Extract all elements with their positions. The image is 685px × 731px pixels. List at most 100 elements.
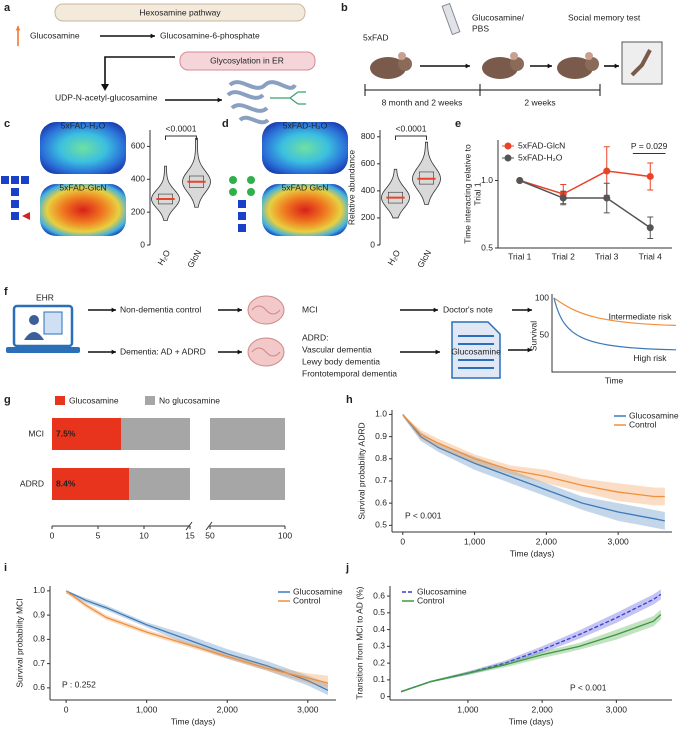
panel-letter: f [4,286,8,298]
glycan-circle [247,176,255,184]
user-head [29,315,39,325]
point [603,194,611,202]
x-tick-label: 0 [50,530,55,540]
y-axis-label: Survival probability MCI [14,598,24,687]
line [402,414,665,522]
glycan-square [11,176,19,184]
confidence-band [402,414,665,530]
metabolite: Glucosamine [30,30,80,40]
panel-letter: a [4,2,11,14]
x-axis-label: Time (days) [171,716,216,726]
arrow-head [111,307,116,313]
point [516,177,524,184]
image-label: 5xFAD-H₂O [283,120,328,130]
line [519,179,651,229]
point [559,194,567,202]
y-tick-label: 0.9 [33,609,45,619]
y-axis-label: Trial 1 [472,182,482,206]
x-tick-label: 0 [400,536,405,546]
p-value: P < 0.001 [405,510,442,520]
arrow-head [111,349,116,355]
y-tick-label: 0 [380,691,385,701]
legend-label: 5xFAD-GlcN [518,140,565,150]
y-tick-label: 400 [361,185,375,195]
legend-label: Control [629,419,657,429]
mouse-ear [510,52,518,60]
y-tick-label: 0 [370,239,375,249]
mouse-body [482,57,518,79]
line [400,593,662,693]
mini-curve [553,297,677,351]
glycan-tree [270,91,306,105]
point [646,224,654,232]
y-tick-label: 0.5 [373,607,385,617]
mouse-body [557,57,593,79]
er-membrane [226,80,297,125]
adrd-label: ADRD: [302,332,328,342]
process-label: Glycosylation in ER [210,55,284,65]
heatmap-image [262,184,348,236]
y-tick-label: 0.6 [373,590,385,600]
line [65,590,329,684]
legend-label: Glucosamine [417,586,467,596]
value-label: 8.4% [56,478,76,488]
y-tick-label: 0.6 [33,682,45,692]
y-tick-label: 0.9 [375,431,387,441]
y-tick-label: 1.0 [481,175,493,185]
point [646,172,654,180]
y-tick-label: 0.7 [33,658,45,668]
syringe [441,2,461,36]
x-tick-label: 2,000 [217,704,239,714]
x-tick-label: Trial 1 [508,251,532,261]
legend-label: Glucosamine [69,395,119,405]
glycan-square [1,176,9,184]
x-tick-label: Trial 2 [552,251,576,261]
heatmap-image [40,122,126,174]
treatment-label: Glucosamine/ [472,12,525,22]
y-tick-label: 0.4 [373,624,385,634]
p-value: P = 0.029 [631,141,668,151]
pathway-title: Hexosamine pathway [139,7,221,17]
adrd-label: Vascular dementia [302,344,372,354]
mouse-head [510,57,524,71]
point [603,167,611,175]
source-label: EHR [36,292,54,302]
mini-tick-label: 50 [540,329,550,339]
user-body [24,332,44,340]
process-box [179,51,316,71]
x-tick-label: 15 [185,530,195,540]
p-value: <0.0001 [166,123,197,133]
x-tick-label: H₂O [385,248,402,267]
p-value: P < 0.001 [570,682,607,692]
adrd-label: Frontotemporal dementia [302,368,397,378]
arrow-head [101,84,109,91]
mouse-ear [585,52,593,60]
mini-axes [551,294,676,373]
x-tick-label: Trial 3 [595,251,619,261]
y-tick-label: 0 [140,239,145,249]
y-tick-label: 0.5 [481,242,493,252]
group-label: Dementia: AD + ADRD [120,346,206,356]
x-tick-label: Trial 4 [639,251,663,261]
mini-tick-label: 100 [535,292,549,302]
panel-letter: h [346,394,353,406]
mouse-head [398,57,412,71]
brain-fold [251,305,281,315]
line [402,414,665,498]
glycan-circle [229,176,237,184]
y-axis-label: Relative abundance [346,150,356,225]
mouse-body [370,57,406,79]
violin [412,141,441,205]
x-tick-label: 50 [205,530,215,540]
test-mouse [630,49,652,77]
arrow-head [237,349,242,355]
panel-letter: d [222,118,229,130]
image-label: 5xFAD-H₂O [61,120,106,130]
x-axis-label: Time (days) [509,716,554,726]
significance-bracket [165,135,197,140]
glycan-square [11,188,19,196]
x-tick-label: 1,000 [457,704,479,714]
image-label: 5xFAD GlcN [282,182,329,192]
glycan-square [21,176,29,184]
